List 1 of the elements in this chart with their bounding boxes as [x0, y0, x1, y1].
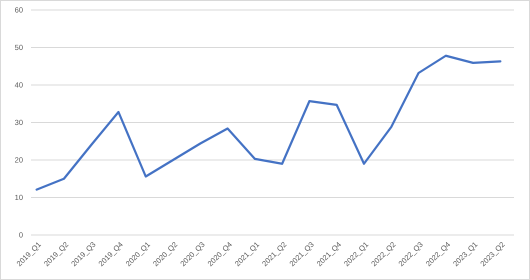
line-series	[36, 54, 502, 191]
